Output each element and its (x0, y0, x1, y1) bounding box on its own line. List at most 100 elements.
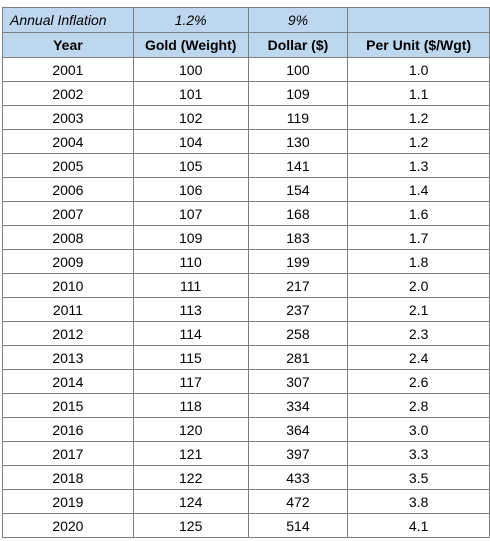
table-row: 2019 124 472 3.8 (2, 489, 490, 514)
year-cell[interactable]: 2005 (2, 153, 134, 178)
dollar-cell[interactable]: 119 (247, 105, 349, 130)
dollar-cell[interactable]: 217 (247, 273, 349, 298)
gold-cell[interactable]: 107 (132, 201, 249, 226)
gold-cell[interactable]: 122 (132, 465, 249, 490)
year-cell[interactable]: 2004 (2, 129, 134, 154)
per-unit-cell[interactable]: 1.1 (347, 81, 490, 106)
year-cell[interactable]: 2020 (2, 513, 134, 538)
column-header-year[interactable]: Year (2, 32, 134, 58)
gold-cell[interactable]: 106 (132, 177, 249, 202)
gold-inflation-cell[interactable]: 1.2% (132, 7, 249, 33)
gold-cell[interactable]: 115 (132, 345, 249, 370)
per-unit-cell[interactable]: 4.1 (347, 513, 490, 538)
table-row: 2002 101 109 1.1 (2, 81, 490, 106)
dollar-cell[interactable]: 183 (247, 225, 349, 250)
column-header-dollar[interactable]: Dollar ($) (247, 32, 349, 58)
per-unit-cell[interactable]: 2.0 (347, 273, 490, 298)
column-header-gold[interactable]: Gold (Weight) (132, 32, 249, 58)
per-unit-cell[interactable]: 1.4 (347, 177, 490, 202)
gold-cell[interactable]: 111 (132, 273, 249, 298)
dollar-cell[interactable]: 154 (247, 177, 349, 202)
year-cell[interactable]: 2007 (2, 201, 134, 226)
dollar-cell[interactable]: 141 (247, 153, 349, 178)
dollar-cell[interactable]: 168 (247, 201, 349, 226)
table-row: 2013 115 281 2.4 (2, 345, 490, 370)
per-unit-cell[interactable]: 2.3 (347, 321, 490, 346)
per-unit-cell[interactable]: 1.3 (347, 153, 490, 178)
year-cell[interactable]: 2008 (2, 225, 134, 250)
table-row: 2011 113 237 2.1 (2, 297, 490, 322)
per-unit-cell[interactable]: 3.3 (347, 441, 490, 466)
dollar-cell[interactable]: 472 (247, 489, 349, 514)
per-unit-cell[interactable]: 1.0 (347, 57, 490, 82)
gold-cell[interactable]: 113 (132, 297, 249, 322)
dollar-cell[interactable]: 281 (247, 345, 349, 370)
year-cell[interactable]: 2017 (2, 441, 134, 466)
year-cell[interactable]: 2014 (2, 369, 134, 394)
year-cell[interactable]: 2016 (2, 417, 134, 442)
gold-cell[interactable]: 110 (132, 249, 249, 274)
year-cell[interactable]: 2011 (2, 297, 134, 322)
gold-cell[interactable]: 101 (132, 81, 249, 106)
dollar-cell[interactable]: 109 (247, 81, 349, 106)
per-unit-cell[interactable]: 1.2 (347, 129, 490, 154)
dollar-cell[interactable]: 237 (247, 297, 349, 322)
year-cell[interactable]: 2013 (2, 345, 134, 370)
gold-cell[interactable]: 102 (132, 105, 249, 130)
table-row: 2003 102 119 1.2 (2, 105, 490, 130)
inflation-label-cell[interactable]: Annual Inflation (2, 7, 134, 33)
per-unit-cell[interactable]: 3.8 (347, 489, 490, 514)
per-unit-cell[interactable]: 1.6 (347, 201, 490, 226)
year-cell[interactable]: 2002 (2, 81, 134, 106)
per-unit-cell[interactable]: 3.0 (347, 417, 490, 442)
year-cell[interactable]: 2012 (2, 321, 134, 346)
table-row: 2010 111 217 2.0 (2, 273, 490, 298)
year-cell[interactable]: 2015 (2, 393, 134, 418)
table-row: 2012 114 258 2.3 (2, 321, 490, 346)
gold-cell[interactable]: 120 (132, 417, 249, 442)
dollar-cell[interactable]: 514 (247, 513, 349, 538)
dollar-inflation-cell[interactable]: 9% (247, 7, 349, 33)
year-cell[interactable]: 2019 (2, 489, 134, 514)
table-row: 2001 100 100 1.0 (2, 57, 490, 82)
dollar-cell[interactable]: 397 (247, 441, 349, 466)
dollar-cell[interactable]: 199 (247, 249, 349, 274)
inflation-row: Annual Inflation 1.2% 9% (2, 7, 490, 33)
per-unit-cell[interactable]: 1.8 (347, 249, 490, 274)
gold-cell[interactable]: 118 (132, 393, 249, 418)
per-unit-inflation-cell[interactable] (347, 7, 490, 33)
dollar-cell[interactable]: 433 (247, 465, 349, 490)
gold-cell[interactable]: 125 (132, 513, 249, 538)
per-unit-cell[interactable]: 1.7 (347, 225, 490, 250)
dollar-cell[interactable]: 307 (247, 369, 349, 394)
column-header-per-unit[interactable]: Per Unit ($/Wgt) (347, 32, 490, 58)
table-row: 2018 122 433 3.5 (2, 465, 490, 490)
per-unit-cell[interactable]: 2.6 (347, 369, 490, 394)
gold-cell[interactable]: 105 (132, 153, 249, 178)
gold-cell[interactable]: 124 (132, 489, 249, 514)
year-cell[interactable]: 2001 (2, 57, 134, 82)
year-cell[interactable]: 2003 (2, 105, 134, 130)
per-unit-cell[interactable]: 2.8 (347, 393, 490, 418)
dollar-cell[interactable]: 334 (247, 393, 349, 418)
dollar-cell[interactable]: 100 (247, 57, 349, 82)
gold-cell[interactable]: 109 (132, 225, 249, 250)
header-row: Year Gold (Weight) Dollar ($) Per Unit (… (2, 32, 490, 58)
gold-cell[interactable]: 100 (132, 57, 249, 82)
per-unit-cell[interactable]: 2.1 (347, 297, 490, 322)
year-cell[interactable]: 2010 (2, 273, 134, 298)
year-cell[interactable]: 2018 (2, 465, 134, 490)
per-unit-cell[interactable]: 3.5 (347, 465, 490, 490)
gold-cell[interactable]: 104 (132, 129, 249, 154)
year-cell[interactable]: 2006 (2, 177, 134, 202)
year-cell[interactable]: 2009 (2, 249, 134, 274)
table-body: 2001 100 100 1.0 2002 101 109 1.1 2003 102 119 1.2 2… (2, 57, 490, 538)
gold-cell[interactable]: 121 (132, 441, 249, 466)
dollar-cell[interactable]: 258 (247, 321, 349, 346)
gold-cell[interactable]: 117 (132, 369, 249, 394)
dollar-cell[interactable]: 364 (247, 417, 349, 442)
gold-cell[interactable]: 114 (132, 321, 249, 346)
per-unit-cell[interactable]: 2.4 (347, 345, 490, 370)
per-unit-cell[interactable]: 1.2 (347, 105, 490, 130)
dollar-cell[interactable]: 130 (247, 129, 349, 154)
